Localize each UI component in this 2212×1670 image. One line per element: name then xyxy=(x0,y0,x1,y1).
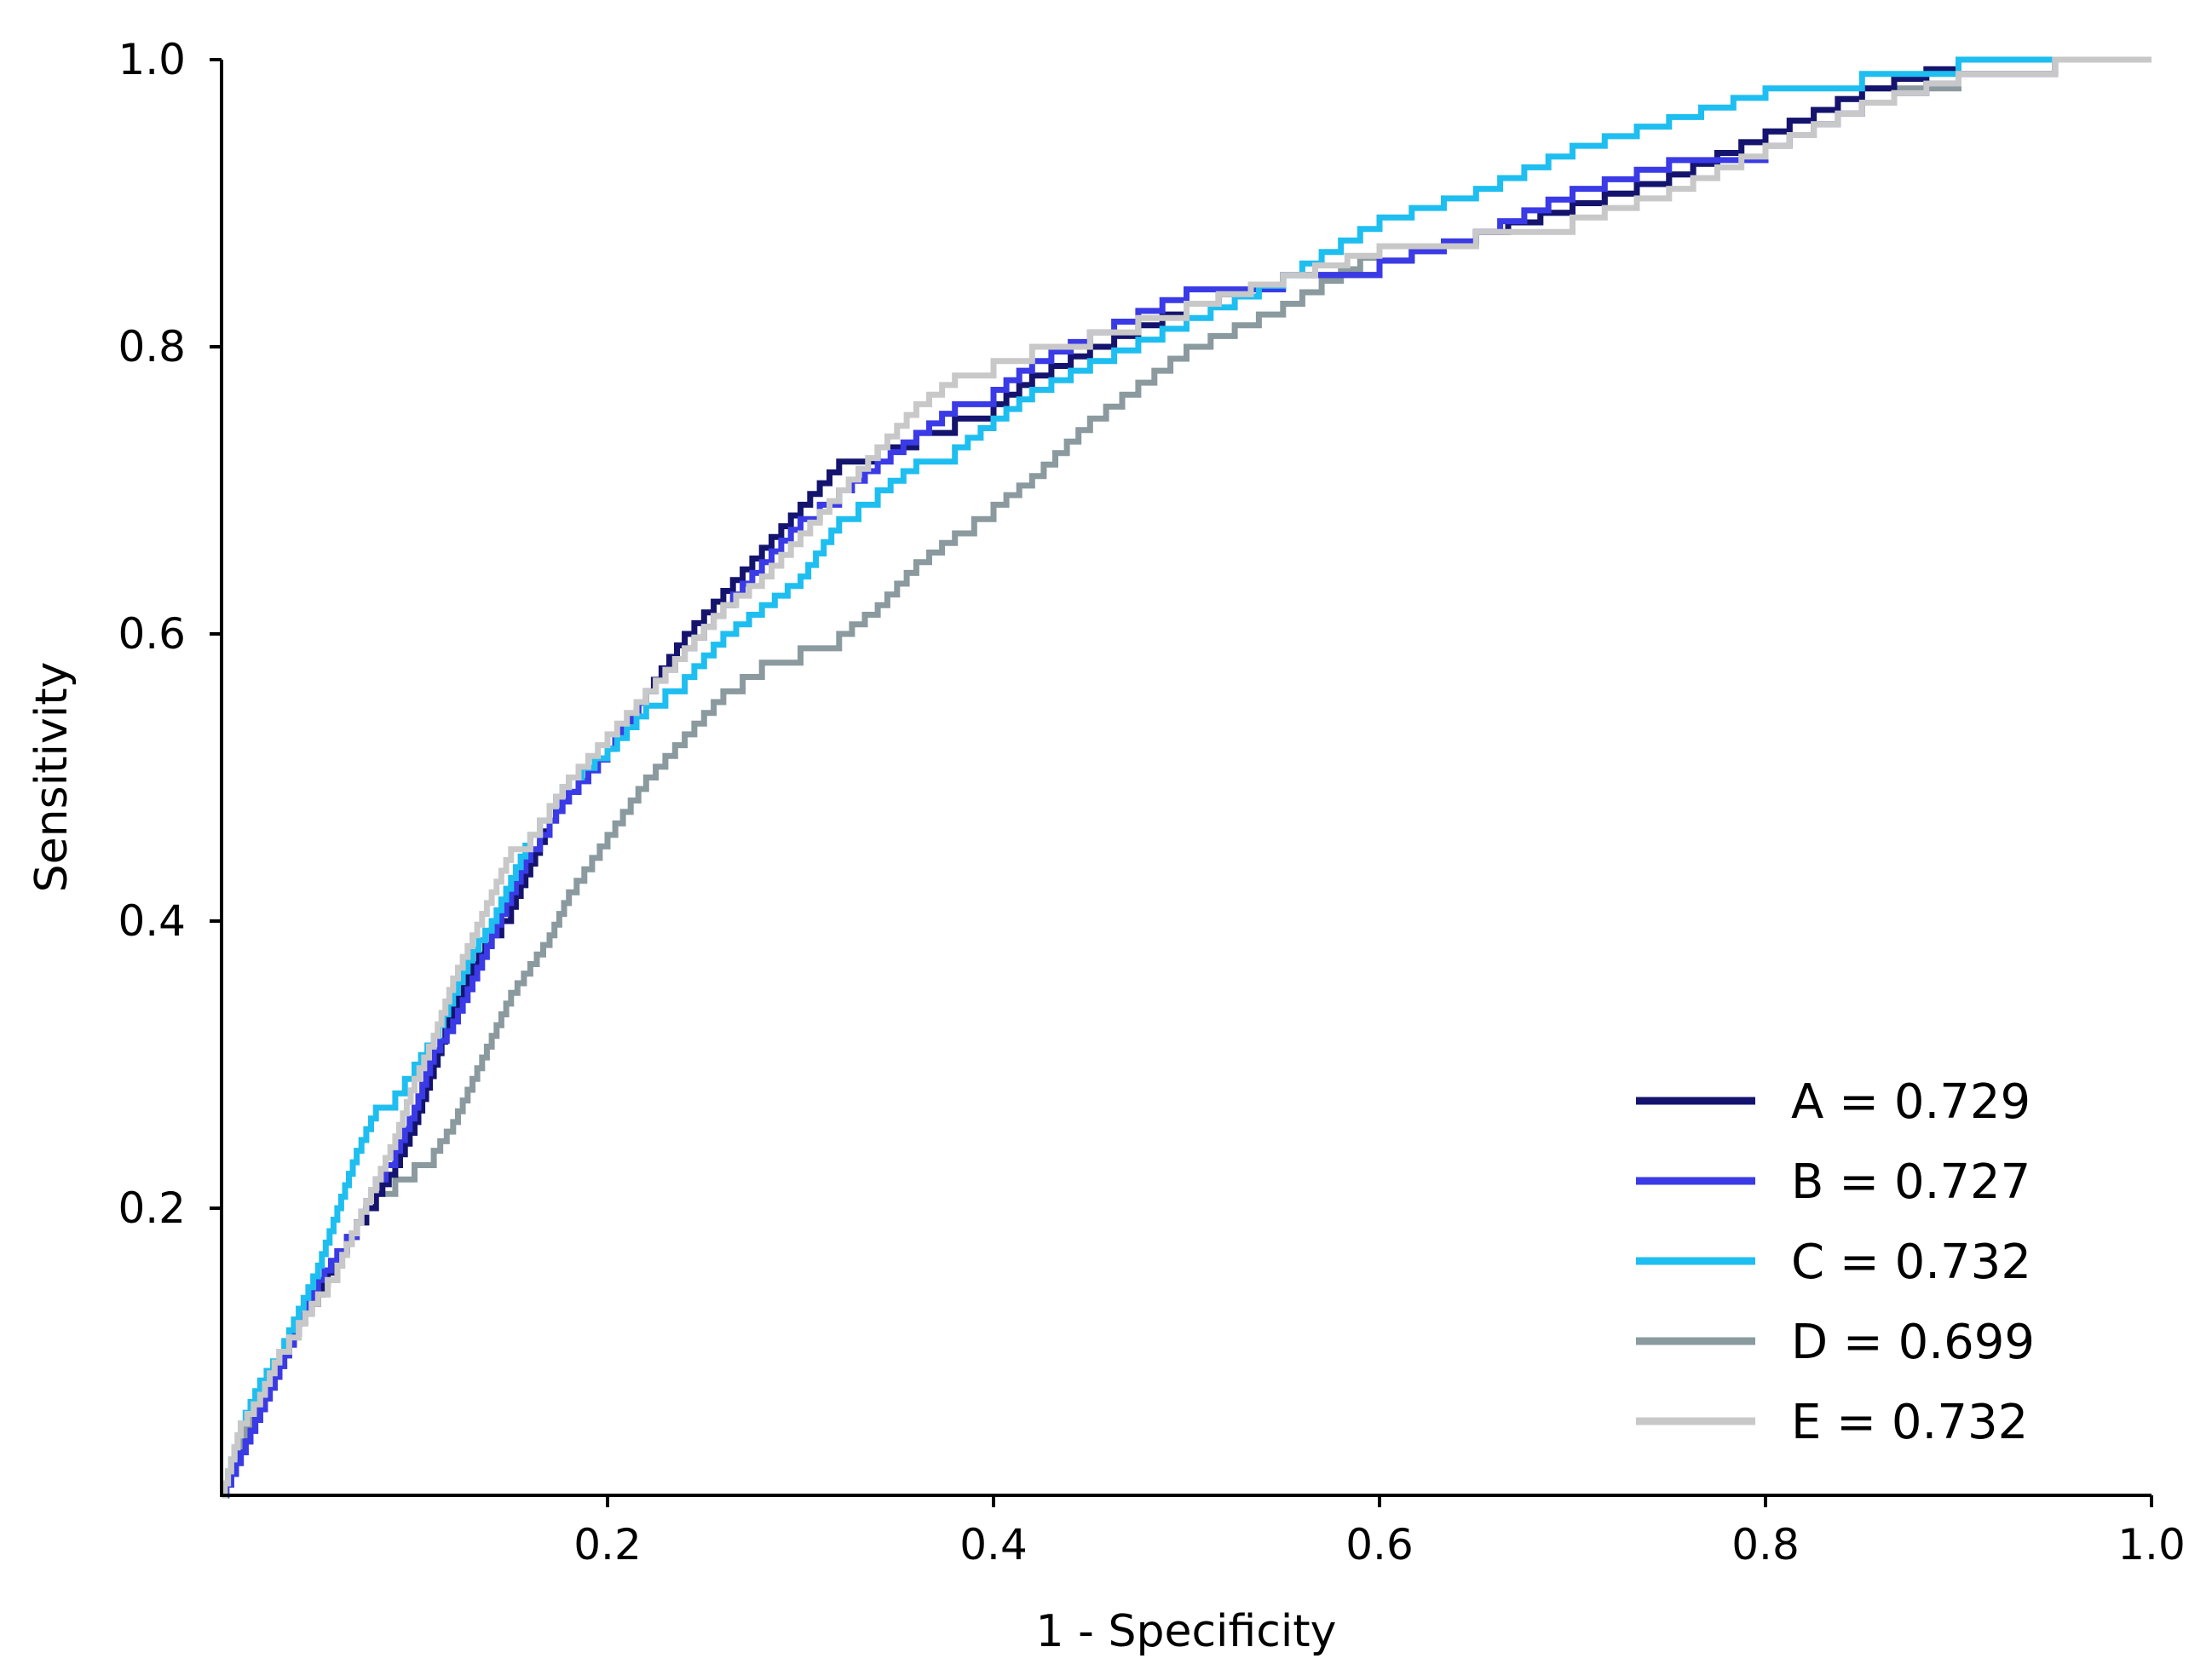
y-tick-label: 0.4 xyxy=(118,896,186,946)
x-axis-label: 1 - Specificity xyxy=(1036,1606,1337,1657)
x-tick-label: 0.4 xyxy=(959,1520,1028,1569)
ticks-layer: 0.2 0.4 0.6 0.8 1.0 0.2 0.4 0.6 0.8 1.0 xyxy=(118,35,2185,1569)
legend-label-c: C = 0.732 xyxy=(1791,1235,2031,1290)
x-tick-label: 0.6 xyxy=(1345,1520,1414,1569)
legend-label-a: A = 0.729 xyxy=(1791,1074,2031,1130)
x-tick-label: 0.2 xyxy=(573,1520,642,1569)
series-line-c xyxy=(222,56,2152,1499)
legend-label-e: E = 0.732 xyxy=(1791,1395,2028,1450)
x-tick-label: 0.8 xyxy=(1731,1520,1800,1569)
y-axis-label: Sensitivity xyxy=(26,662,78,893)
x-tick-label: 1.0 xyxy=(2117,1520,2186,1569)
y-tick-label: 0.2 xyxy=(118,1183,186,1233)
legend-label-d: D = 0.699 xyxy=(1791,1315,2035,1370)
axes-layer xyxy=(220,60,2152,1497)
y-tick-label: 0.8 xyxy=(118,322,186,371)
series-layer xyxy=(222,56,2152,1499)
y-tick-label: 0.6 xyxy=(118,609,186,659)
y-tick-label: 1.0 xyxy=(118,35,186,84)
legend-label-b: B = 0.727 xyxy=(1791,1155,2031,1210)
series-line-e xyxy=(222,56,2152,1499)
legend: A = 0.729 B = 0.727 C = 0.732 D = 0.699 E = … xyxy=(1636,1074,2035,1450)
